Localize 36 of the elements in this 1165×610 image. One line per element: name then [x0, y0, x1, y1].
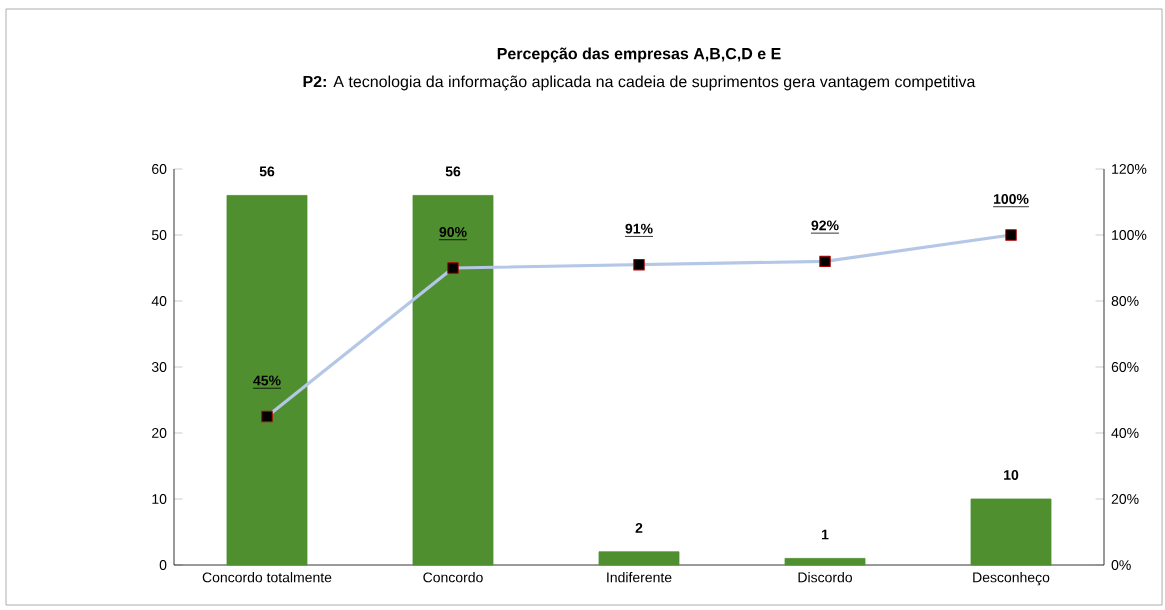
chart-subtitle: P2: A tecnologia da informação aplicada na cadeia de suprimentos gera vantagem competitiva [303, 75, 976, 91]
y-tick-label: 0 [159, 560, 167, 570]
data-label: 56 [259, 166, 275, 177]
y-tick-label: 10 [152, 494, 167, 504]
y2-tick-label: 40% [1111, 428, 1139, 438]
y-tick-label: 40 [151, 296, 167, 306]
bar [784, 558, 866, 566]
data-label: 100% [993, 194, 1029, 204]
y2-tick-label: 60% [1111, 362, 1139, 372]
x-tick-label: Indiferente [607, 572, 672, 583]
x-tick-label: Desconheço [973, 572, 1050, 586]
y-tick-label: 60 [152, 164, 167, 174]
y-tick-label: 30 [151, 362, 167, 372]
data-label: 1 [821, 529, 829, 540]
y-tick-label: 20 [152, 428, 167, 438]
data-label: 45% [253, 375, 281, 386]
x-tick-label: Discordo [798, 572, 853, 583]
y2-tick-label: 80% [1111, 296, 1139, 306]
y2-tick-label: 120% [1112, 164, 1147, 174]
y2-tick-label: 20% [1111, 494, 1139, 504]
data-label: 56 [445, 166, 461, 177]
data-label: 91% [625, 223, 653, 234]
bar [226, 195, 308, 566]
x-tick-label: Concordo totalmente [202, 572, 332, 583]
y2-tick-label: 0% [1111, 560, 1131, 570]
bar [598, 551, 680, 566]
data-label: 2 [635, 522, 643, 533]
bar [970, 498, 1052, 566]
x-tick-label: Concordo [423, 572, 483, 583]
bar [412, 195, 494, 566]
data-label: 92% [811, 220, 839, 231]
y2-tick-label: 100% [1112, 230, 1147, 240]
y-tick-label: 50 [151, 230, 167, 240]
data-label: 90% [439, 227, 467, 237]
chart-title: Percepção das empresas A,B,C,D e E [497, 47, 781, 63]
data-label: 10 [1004, 470, 1019, 480]
